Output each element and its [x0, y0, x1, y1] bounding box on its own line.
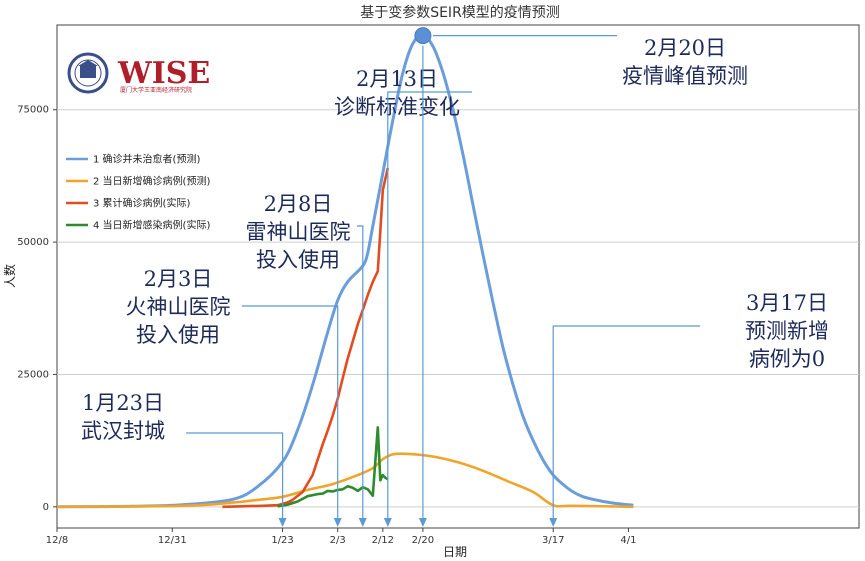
grid-lines: [57, 109, 859, 508]
annotation-text: 诊断标准变化: [334, 95, 460, 119]
logo-subtext: 厦门大学王亚南经济研究院: [120, 86, 192, 94]
series-line-3: [222, 167, 390, 509]
annotation-leader: [552, 325, 700, 522]
chart-title: 基于变参数SEIR模型的疫情预测: [360, 4, 560, 21]
annotation-text: 2月20日: [644, 36, 726, 60]
series-group: [56, 27, 634, 509]
annotation-text: 2月13日: [356, 67, 438, 91]
annotation-text: 病例为0: [749, 347, 825, 371]
annotation-leader: [387, 91, 472, 522]
annotation-text: 火神山医院: [126, 295, 231, 319]
annotation-arrow: [418, 518, 427, 527]
legend-label: 3 累计确诊病例(实际): [93, 197, 190, 210]
annotation-arrow: [549, 518, 558, 527]
x-tick-label: 12/8: [46, 535, 68, 546]
x-axis-ticks: 12/8 12/31 1/23 2/3 2/12 2/20 3/17 4/1: [46, 528, 636, 546]
annotation-text: 投入使用: [256, 248, 340, 272]
annotation-group: 1月23日武汉封城2月3日火神山医院投入使用2月8日雷神山医院投入使用2月13日…: [81, 34, 829, 527]
annotation-leader: [357, 225, 364, 522]
annotation-text: 2月8日: [264, 192, 333, 216]
annotation-text: 武汉封城: [81, 419, 165, 443]
annotation-text: 2月3日: [144, 267, 213, 291]
y-tick-label: 50000: [17, 237, 49, 248]
y-axis-label: 人数: [2, 264, 17, 288]
x-axis-label: 日期: [443, 545, 467, 559]
plot-panel: [56, 24, 860, 529]
annotation-arrow: [333, 518, 342, 527]
annotation-text: 雷神山医院: [246, 220, 351, 244]
annotation-text: 投入使用: [136, 323, 220, 347]
y-tick-label: 75000: [17, 105, 49, 116]
annotation-text: 3月17日: [746, 291, 828, 315]
y-axis-ticks: 0 25000 50000 75000: [17, 105, 57, 513]
annotation-text: 预测新增: [745, 319, 829, 343]
x-tick-label: 1/23: [271, 535, 293, 546]
annotation-text: 1月23日: [82, 391, 164, 415]
annotation-arrow: [383, 518, 392, 527]
x-tick-label: 3/17: [542, 535, 564, 546]
series-line-4: [277, 426, 389, 508]
annotation-arrow: [278, 518, 287, 527]
wise-logo: WISE 厦门大学王亚南经济研究院: [67, 52, 210, 94]
legend-label: 4 当日新增感染病例(实际): [93, 219, 210, 232]
annotation-leader: [186, 432, 284, 522]
legend-label: 1 确诊并未治愈者(预测): [93, 153, 200, 166]
x-tick-label: 2/12: [372, 535, 394, 546]
logo-name: WISE: [117, 56, 210, 91]
annotation-text: 疫情峰值预测: [622, 64, 748, 88]
legend-label: 2 当日新增确诊病例(预测): [93, 175, 210, 188]
annotation-arrow: [358, 518, 367, 527]
x-tick-label: 12/31: [158, 535, 187, 546]
x-tick-label: 2/20: [412, 535, 434, 546]
peak-marker: [414, 27, 432, 45]
x-tick-label: 4/1: [620, 535, 636, 546]
annotation-leader: [242, 305, 339, 522]
y-tick-label: 0: [43, 502, 49, 513]
y-tick-label: 25000: [17, 369, 49, 380]
legend: 1 确诊并未治愈者(预测) 2 当日新增确诊病例(预测) 3 累计确诊病例(实际) 4…: [66, 153, 210, 232]
x-tick-label: 2/3: [330, 535, 346, 546]
series-line-2: [56, 452, 634, 509]
